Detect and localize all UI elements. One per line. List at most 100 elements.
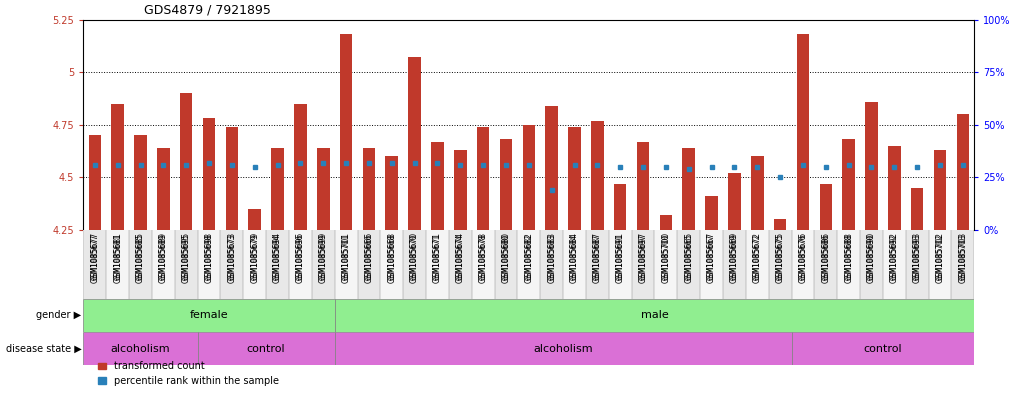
Bar xyxy=(317,148,330,230)
Bar xyxy=(934,150,946,230)
Text: GDS4879 / 7921895: GDS4879 / 7921895 xyxy=(144,3,272,16)
Text: GSM1085697: GSM1085697 xyxy=(639,233,648,279)
Text: GSM1085675: GSM1085675 xyxy=(776,232,785,283)
Bar xyxy=(226,127,238,230)
Text: GSM1085665: GSM1085665 xyxy=(684,233,694,279)
Bar xyxy=(591,121,604,230)
Text: GSM1085701: GSM1085701 xyxy=(342,233,351,279)
Bar xyxy=(820,184,832,230)
Bar xyxy=(614,184,626,230)
Text: GSM1085689: GSM1085689 xyxy=(159,233,168,279)
Bar xyxy=(637,141,649,230)
Text: GSM1085686: GSM1085686 xyxy=(822,233,830,279)
Text: GSM1085697: GSM1085697 xyxy=(639,232,648,283)
Text: GSM1085700: GSM1085700 xyxy=(661,232,670,283)
Text: GSM1085687: GSM1085687 xyxy=(593,232,602,283)
Bar xyxy=(769,230,791,299)
Bar xyxy=(431,141,443,230)
Bar xyxy=(83,299,335,332)
Text: GSM1085689: GSM1085689 xyxy=(159,232,168,283)
Text: GSM1085678: GSM1085678 xyxy=(479,232,488,283)
Bar xyxy=(157,148,170,230)
Text: GSM1085672: GSM1085672 xyxy=(753,233,762,279)
Text: GSM1085669: GSM1085669 xyxy=(730,232,739,283)
Text: GSM1085670: GSM1085670 xyxy=(410,232,419,283)
Bar xyxy=(197,332,335,365)
Bar xyxy=(289,230,312,299)
Text: GSM1085667: GSM1085667 xyxy=(707,232,716,283)
Bar xyxy=(929,230,952,299)
Bar xyxy=(837,230,860,299)
Text: disease state ▶: disease state ▶ xyxy=(6,344,81,354)
Bar xyxy=(248,209,261,230)
Bar xyxy=(243,230,266,299)
Text: GSM1085670: GSM1085670 xyxy=(410,233,419,279)
Text: GSM1085688: GSM1085688 xyxy=(844,232,853,283)
Bar xyxy=(363,148,375,230)
Text: alcoholism: alcoholism xyxy=(533,344,593,354)
Bar xyxy=(865,102,878,230)
Text: GSM1085672: GSM1085672 xyxy=(753,232,762,283)
Text: GSM1085668: GSM1085668 xyxy=(387,233,397,279)
Text: GSM1085683: GSM1085683 xyxy=(547,233,556,279)
Bar xyxy=(706,196,718,230)
Bar xyxy=(723,230,745,299)
Text: GSM1085699: GSM1085699 xyxy=(318,233,327,279)
Bar xyxy=(454,150,467,230)
Text: GSM1085685: GSM1085685 xyxy=(136,233,145,279)
Bar xyxy=(380,230,403,299)
Text: GSM1085673: GSM1085673 xyxy=(228,232,236,283)
Bar xyxy=(632,230,655,299)
Bar xyxy=(569,127,581,230)
Bar xyxy=(83,332,197,365)
Bar xyxy=(888,146,901,230)
Text: GSM1085676: GSM1085676 xyxy=(798,232,807,283)
Text: GSM1085686: GSM1085686 xyxy=(822,232,830,283)
Text: GSM1085693: GSM1085693 xyxy=(912,233,921,279)
Text: GSM1085673: GSM1085673 xyxy=(228,233,236,279)
Text: GSM1085669: GSM1085669 xyxy=(730,233,739,279)
Bar xyxy=(751,156,764,230)
Text: GSM1085702: GSM1085702 xyxy=(936,232,945,283)
Text: GSM1085695: GSM1085695 xyxy=(182,232,191,283)
Bar xyxy=(883,230,906,299)
Text: GSM1085671: GSM1085671 xyxy=(433,233,442,279)
Bar xyxy=(129,230,152,299)
Bar xyxy=(294,104,307,230)
Bar xyxy=(540,230,563,299)
Bar xyxy=(586,230,609,299)
Text: GSM1085699: GSM1085699 xyxy=(318,232,327,283)
Text: GSM1085692: GSM1085692 xyxy=(890,232,899,283)
Bar xyxy=(358,230,380,299)
Bar xyxy=(448,230,472,299)
Bar xyxy=(791,332,974,365)
Bar xyxy=(728,173,740,230)
Text: GSM1085677: GSM1085677 xyxy=(91,232,100,283)
Bar xyxy=(385,156,398,230)
Bar xyxy=(860,230,883,299)
Text: GSM1085680: GSM1085680 xyxy=(501,233,511,279)
Text: GSM1085700: GSM1085700 xyxy=(661,233,670,279)
Text: alcoholism: alcoholism xyxy=(111,344,170,354)
Bar xyxy=(499,140,513,230)
Text: male: male xyxy=(641,310,668,320)
Text: control: control xyxy=(863,344,902,354)
Text: GSM1085665: GSM1085665 xyxy=(684,232,694,283)
Text: GSM1085691: GSM1085691 xyxy=(615,233,624,279)
Bar xyxy=(272,148,284,230)
Text: GSM1085690: GSM1085690 xyxy=(866,233,876,279)
Bar xyxy=(609,230,632,299)
Bar xyxy=(682,148,695,230)
Bar xyxy=(472,230,494,299)
Bar xyxy=(774,219,786,230)
Bar xyxy=(677,230,700,299)
Text: GSM1085687: GSM1085687 xyxy=(593,233,602,279)
Bar xyxy=(815,230,837,299)
Text: GSM1085695: GSM1085695 xyxy=(182,233,191,279)
Text: GSM1085679: GSM1085679 xyxy=(250,233,259,279)
Bar xyxy=(335,332,791,365)
Bar xyxy=(477,127,489,230)
Bar xyxy=(335,299,974,332)
Bar xyxy=(221,230,243,299)
Text: GSM1085683: GSM1085683 xyxy=(547,232,556,283)
